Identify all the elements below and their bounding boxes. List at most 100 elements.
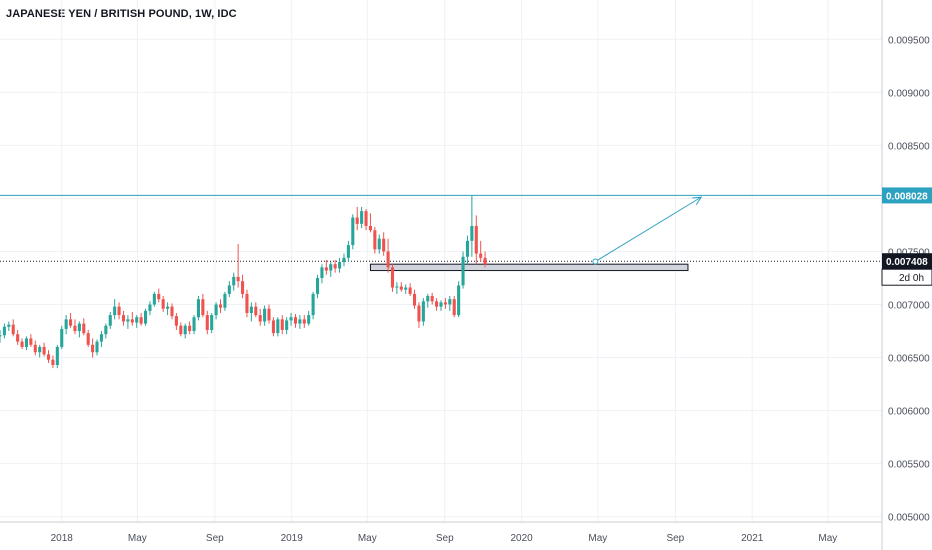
candle-up [315,274,320,299]
candle-down [11,319,15,337]
candle-down [412,289,417,309]
candle-up [196,296,200,321]
candle-body [236,276,240,282]
candle-up [289,312,293,326]
candle-body [16,334,20,342]
candle-down [179,322,183,337]
price-labels: 0.008028 0.007408 2d 0h [881,187,932,286]
candle-up [77,321,81,338]
time-tick-label: May [128,533,147,544]
candle-down [91,338,95,358]
candle-body [439,302,443,307]
candle-down [245,289,249,318]
candle-body [355,217,359,224]
candle-body [333,264,337,269]
candle-body [183,325,187,335]
candle-body [298,319,302,324]
candle-up [223,291,227,311]
candle-down [324,259,328,275]
candle-down [368,213,372,233]
time-tick-label: Sep [206,533,224,544]
candles [0,195,487,369]
candle-body [170,306,174,317]
candle-down [218,299,223,313]
candle-down [452,296,456,318]
candle-body [421,301,425,322]
candle-body [360,211,364,224]
candle-down [16,329,20,345]
candle-body [38,346,42,353]
candle-down [355,206,359,231]
candle-body [24,338,29,347]
candle-down [267,304,271,324]
candle-up [338,257,342,273]
candle-body [201,299,205,316]
candle-up [104,323,108,339]
time-tick-label: 2019 [281,533,304,544]
candle-body [351,217,355,246]
candle-body [302,319,306,324]
candle-body [280,319,284,330]
candle-down [417,302,421,328]
candle-down [51,355,55,369]
support-zone [369,263,689,272]
candle-down [157,288,161,303]
price-tick-label: 0.007000 [888,301,930,312]
candle-body [435,301,439,307]
candle-body [121,315,126,322]
candle-up [276,317,280,337]
candle-up [404,284,408,294]
candle-up [329,262,333,277]
candle-body [51,359,55,365]
arrow-anchor-point [592,258,599,265]
support-zone-rect [369,263,689,272]
candle-down [139,312,143,326]
candle-body [214,304,218,316]
candle-body [263,308,267,322]
time-tick-label: Sep [436,533,454,544]
candle-down [390,264,395,292]
candle-up [2,323,6,339]
candle-body [20,341,24,347]
candle-body [130,319,134,323]
candle-up [439,300,443,311]
candle-body [0,335,2,337]
candle-down [254,302,258,318]
candle-body [60,328,64,347]
candle-up [320,264,324,284]
candle-down [205,310,209,335]
candle-body [386,251,390,268]
candle-body [276,319,280,334]
candle-up [395,282,399,294]
candle-body [188,325,192,332]
candle-body [99,334,103,342]
candle-body [324,267,328,271]
candle-body [443,302,447,305]
candle-up [108,311,112,329]
candle-body [368,225,372,231]
candle-up [227,281,231,298]
candle-up [38,344,42,358]
time-tick-label: Sep [666,533,684,544]
candle-body [91,344,95,353]
price-tick-label: 0.009500 [888,35,930,46]
candle-body [11,324,15,335]
candle-body [108,315,112,326]
candle-body [143,310,148,324]
candle-up [99,331,103,347]
candle-up [192,315,196,335]
candle-body [249,306,253,313]
candle-body [346,245,350,258]
candle-down [73,319,77,335]
candle-body [293,317,298,324]
candle-body [267,308,271,321]
candle-up [55,344,59,369]
last-price-label: 0.007408 [886,257,928,268]
candle-up [60,325,64,350]
candle-body [113,306,117,316]
candle-body [77,323,81,332]
candle-down [29,334,33,347]
candle-body [483,257,487,265]
candle-body [364,211,368,226]
